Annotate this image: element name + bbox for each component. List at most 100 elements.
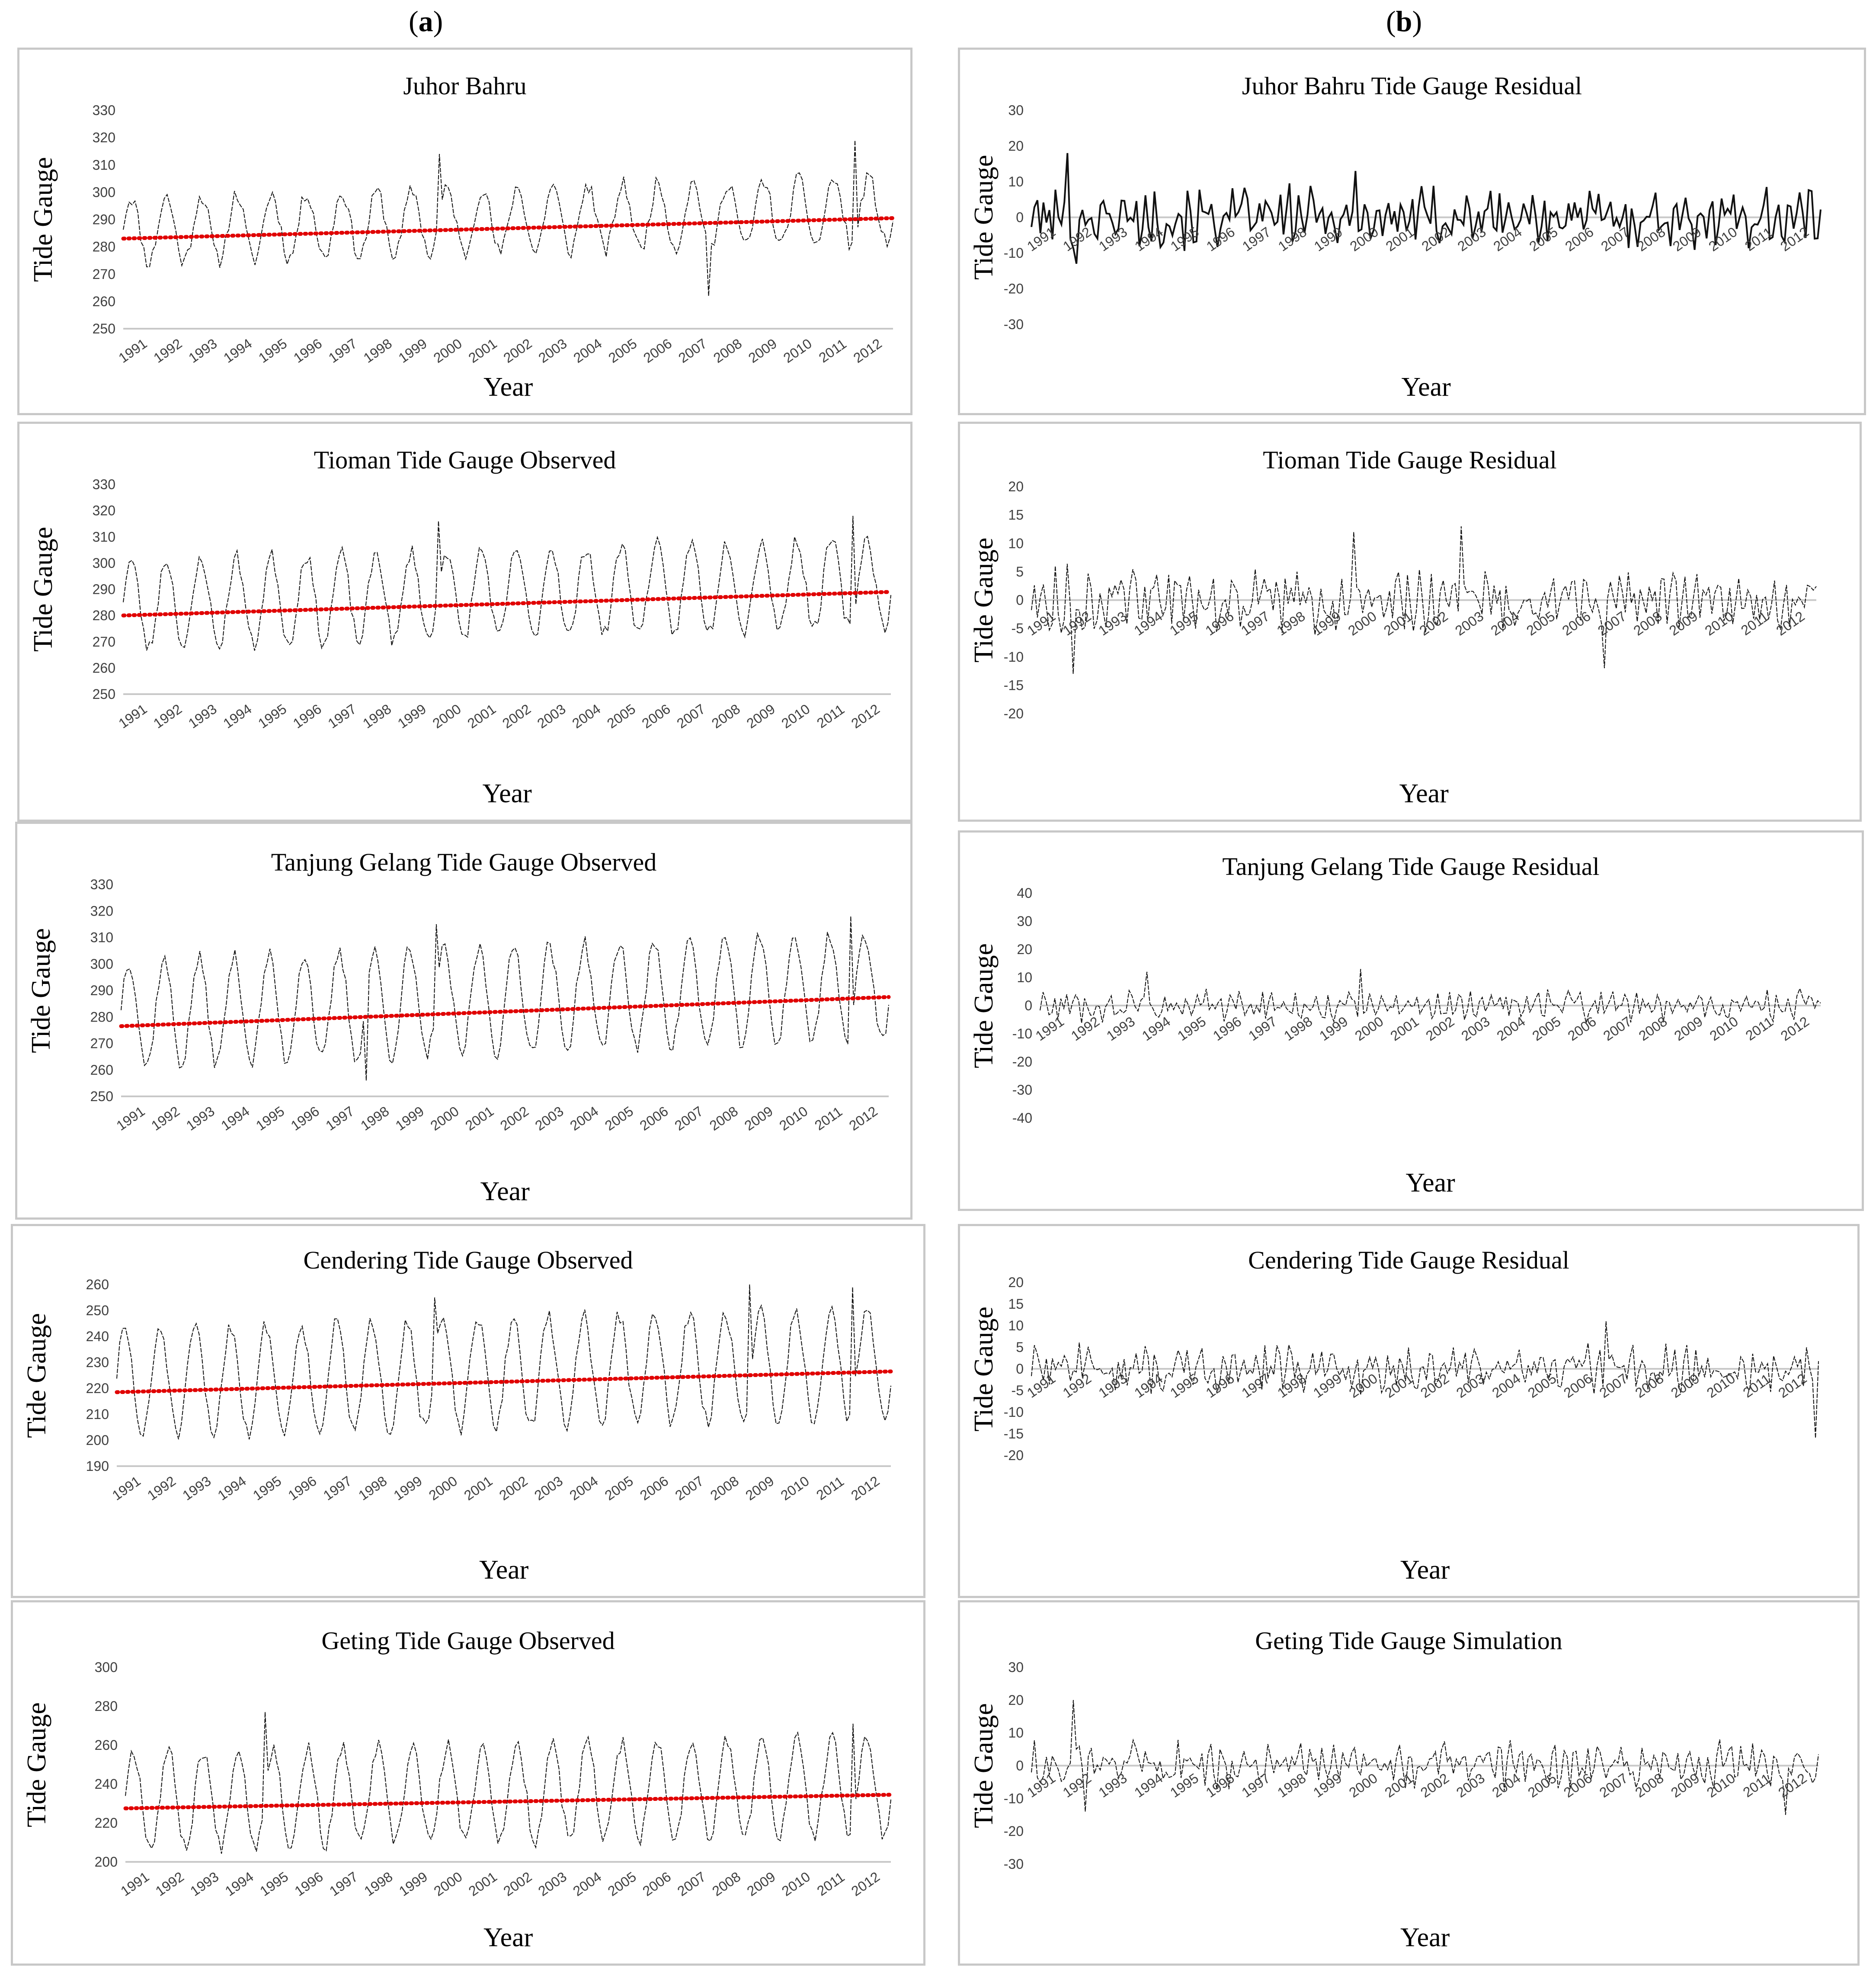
x-tick-label: 2010 [776,1103,810,1134]
x-tick-label: 1994 [221,336,255,366]
y-tick-label: 300 [95,1659,118,1675]
y-tick-label: 270 [93,634,115,650]
x-tick-label: 2003 [535,701,569,731]
y-tick-label: 30 [1017,913,1032,929]
x-tick-label: 2009 [1668,1371,1702,1401]
y-tick-label: 240 [86,1329,109,1344]
chart-panel-cendering-residual: Cendering Tide Gauge Residual Tide Gauge Y… [958,1224,1860,1598]
x-tick-label: 2003 [1453,1371,1488,1401]
x-tick-label: 1996 [288,1103,322,1134]
x-tick-label: 1993 [1096,224,1130,254]
x-tick-label: 1997 [320,1473,355,1503]
x-tick-label: 2006 [639,701,673,731]
chart-panel-geting-simulation: Geting Tide Gauge Simulation Tide Gauge Ye… [958,1600,1860,1966]
chart-title: Geting Tide Gauge Simulation [1255,1627,1562,1655]
x-axis-label: Year [1401,372,1451,402]
chart-panel-tioman-observed: Tioman Tide Gauge Observed Tide Gauge Year… [17,422,912,822]
x-tick-label: 2012 [851,336,885,366]
y-tick-label: -30 [1012,1082,1032,1098]
y-tick-label: 330 [90,877,113,892]
y-tick-label: 310 [90,930,113,945]
chart-panel-juhor-bahru-residual: Juhor Bahru Tide Gauge Residual Tide Gaug… [958,48,1866,415]
y-tick-label: 250 [90,1089,113,1104]
x-tick-label: 2002 [497,1103,531,1134]
y-tick-label: 240 [95,1776,118,1792]
x-tick-label: 2003 [1458,1013,1492,1044]
x-tick-label: 1999 [395,701,429,731]
y-tick-label: 250 [93,686,115,702]
x-tick-label: 2009 [744,701,778,731]
x-tick-label: 2004 [567,1473,601,1503]
x-tick-label: 2009 [743,1473,777,1503]
x-tick-label: 1998 [1274,608,1308,638]
y-tick-label: -5 [1012,1383,1024,1398]
trend-line [121,216,895,241]
y-tick-label: 230 [86,1355,109,1370]
x-tick-label: 2008 [707,1103,741,1134]
y-tick-label: 250 [93,321,115,336]
y-tick-label: 20 [1008,1275,1024,1290]
y-tick-label: 20 [1008,1692,1024,1708]
y-tick-label: -5 [1012,621,1024,636]
x-tick-label: 2007 [674,701,708,731]
y-tick-label: -30 [1004,317,1024,332]
trend-line [121,590,893,618]
x-tick-label: 2001 [1382,1371,1416,1401]
x-tick-label: 2004 [570,1869,604,1899]
x-tick-label: 1998 [1281,1013,1315,1044]
y-tick-label: 300 [93,184,115,200]
y-tick-label: 260 [86,1277,109,1292]
series-line-observed [123,140,893,296]
y-tick-label: 320 [93,503,115,519]
x-tick-label: 2009 [1670,224,1704,254]
x-tick-label: 1997 [1239,1770,1273,1800]
x-tick-label: 2011 [814,702,847,731]
x-tick-label: 1995 [256,336,290,366]
chart-title: Geting Tide Gauge Observed [321,1627,615,1655]
trend-line [115,1369,893,1394]
x-tick-label: 2005 [1524,608,1558,638]
y-tick-label: 190 [86,1458,109,1474]
y-tick-label: 0 [1016,1361,1024,1377]
chart-title: Tanjung Gelang Tide Gauge Residual [1222,852,1600,881]
chart-panel-juhor-bahru-observed: Juhor Bahru Tide Gauge Year 250 260 270 280 290… [17,48,912,415]
x-tick-label: 2009 [1666,608,1700,638]
y-tick-label: 280 [90,1009,113,1025]
x-tick-label: 1994 [1139,1013,1173,1044]
x-tick-label: 1997 [1238,608,1272,638]
column-label-b: (b) [1386,5,1422,38]
x-tick-label: 2011 [1740,1771,1774,1800]
x-tick-label: 2007 [675,1869,709,1899]
x-tick-label: 2003 [535,1869,570,1899]
x-tick-label: 2003 [532,1103,567,1134]
x-tick-label: 2002 [496,1473,531,1503]
x-tick-label: 2008 [709,1869,743,1899]
x-tick-label: 2007 [1601,1013,1635,1044]
y-tick-label: 250 [86,1303,109,1318]
y-tick-label: -10 [1012,1026,1032,1041]
series-line-observed [121,916,889,1081]
chart-title: Cendering Tide Gauge Observed [303,1246,633,1274]
chart-panel-tioman-residual: Tioman Tide Gauge Residual Tide Gauge Year… [958,422,1862,822]
chart-panel-geting-observed: Geting Tide Gauge Observed Tide Gauge Year… [11,1600,925,1966]
x-tick-label: 1999 [391,1473,425,1503]
x-tick-label: 1991 [118,1869,152,1899]
series-line-residual [1031,1700,1819,1815]
y-tick-label: 290 [93,582,115,597]
x-tick-label: 2010 [1707,1013,1741,1044]
x-tick-label: 1998 [1274,1371,1309,1401]
x-tick-label: 1992 [144,1473,179,1503]
x-tick-label: 2003 [1453,1770,1488,1800]
x-tick-label: 1996 [1203,1371,1237,1401]
x-tick-label: 2012 [848,701,883,731]
y-tick-label: 0 [1016,1758,1024,1774]
chart-panel-tanjung-gelang-observed: Tanjung Gelang Tide Gauge Observed Tide G… [15,822,912,1220]
y-tick-label: 15 [1008,507,1024,523]
y-tick-label: 220 [86,1381,109,1396]
y-tick-label: -10 [1004,649,1024,665]
x-tick-label: 2009 [746,336,780,366]
y-tick-label: -20 [1012,1054,1032,1070]
x-tick-label: 1996 [1203,1770,1237,1800]
